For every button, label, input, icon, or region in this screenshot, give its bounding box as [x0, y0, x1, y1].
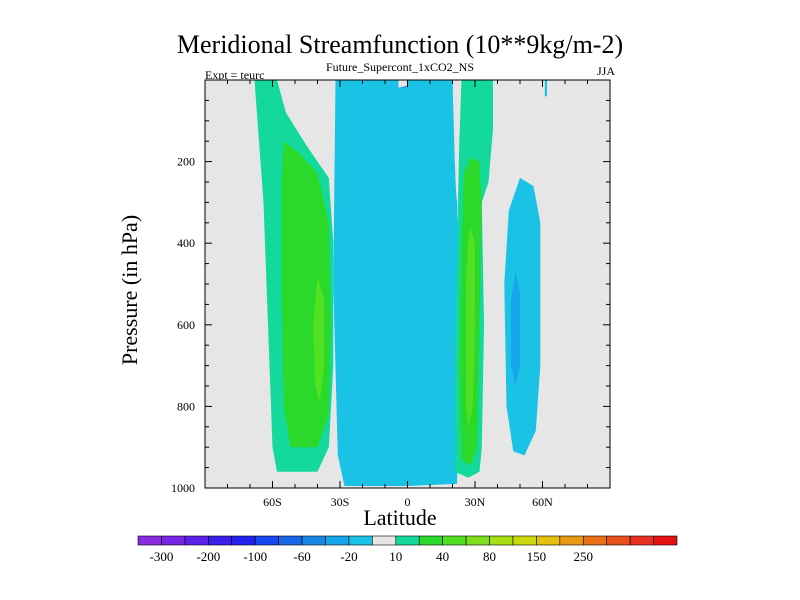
contour-region-14 — [511, 271, 520, 386]
colorbar-label: 10 — [389, 549, 402, 564]
colorbar-swatch — [325, 535, 350, 546]
y-tick-label: 200 — [177, 155, 195, 169]
contour-layer — [254, 80, 547, 486]
colorbar-swatch — [418, 535, 443, 546]
y-tick-label: 1000 — [171, 481, 195, 495]
x-tick-label: 0 — [405, 495, 411, 509]
season-annotation: JJA — [596, 64, 615, 78]
colorbar-swatch — [161, 535, 186, 546]
x-axis-label: Latitude — [363, 505, 437, 530]
colorbar-swatch — [231, 535, 256, 546]
colorbar-swatch — [372, 535, 397, 546]
colorbar-label: -100 — [243, 549, 267, 564]
colorbar-swatch — [348, 535, 373, 546]
colorbar-swatch — [512, 535, 537, 546]
colorbar-swatch — [606, 535, 631, 546]
contour-region-13 — [504, 177, 541, 456]
colorbar-label: 40 — [436, 549, 449, 564]
colorbar-label: 150 — [527, 549, 547, 564]
colorbar-label: -200 — [196, 549, 220, 564]
colorbar-swatch — [629, 535, 654, 546]
y-tick-label: 600 — [177, 318, 195, 332]
colorbar-swatch — [536, 535, 561, 546]
colorbar-swatch — [278, 535, 303, 546]
y-tick-label: 800 — [177, 399, 195, 413]
colorbar-label: -20 — [340, 549, 357, 564]
colorbar-swatch — [208, 535, 233, 546]
y-tick-label: 400 — [177, 236, 195, 250]
colorbar-label: 80 — [483, 549, 496, 564]
colorbar-swatch — [653, 535, 678, 546]
x-tick-label: 30S — [331, 495, 350, 509]
experiment-annotation: Expt = teurc — [205, 68, 265, 82]
colorbar-swatch — [184, 535, 209, 546]
chart-title: Meridional Streamfunction (10**9kg/m-2) — [176, 30, 624, 59]
contour-region-6 — [333, 80, 462, 486]
colorbar-label: -60 — [293, 549, 310, 564]
x-tick-label: 30N — [465, 495, 486, 509]
x-tick-label: 60N — [532, 495, 553, 509]
colorbar-swatch — [137, 535, 162, 546]
colorbar-swatch — [559, 535, 584, 546]
colorbar-swatch — [395, 535, 420, 546]
colorbar-label: 250 — [574, 549, 594, 564]
chart-subtitle: Future_Supercont_1xCO2_NS — [326, 60, 474, 74]
colorbar-swatch — [489, 535, 514, 546]
colorbar-swatch — [254, 535, 279, 546]
contour-region-12 — [466, 226, 475, 427]
colorbar-label: -300 — [150, 549, 174, 564]
contour-region-15 — [544, 80, 547, 97]
contour-region-11 — [313, 275, 325, 403]
colorbar-swatch — [582, 535, 607, 546]
colorbar-swatch — [442, 535, 467, 546]
colorbar-swatch — [465, 535, 490, 546]
colorbar-swatch — [301, 535, 326, 546]
x-tick-label: 60S — [263, 495, 282, 509]
